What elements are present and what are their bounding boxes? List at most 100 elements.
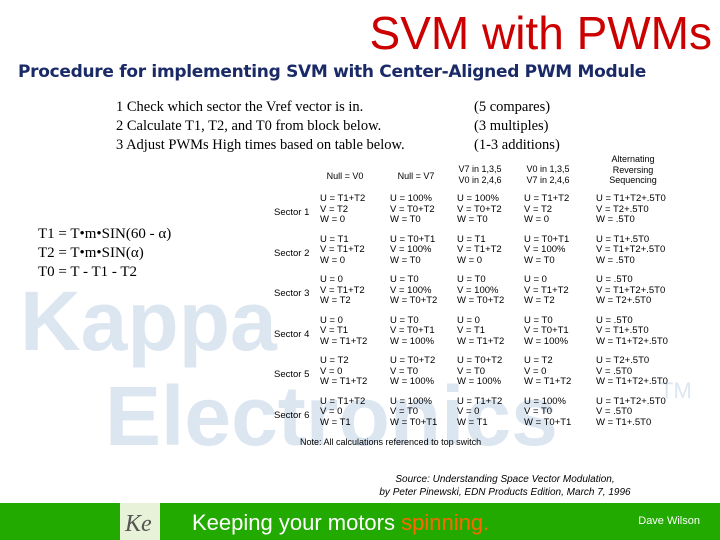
- cell-line: U = .5T0: [596, 314, 633, 326]
- step-notes: (5 compares) (3 multiples) (1-3 addition…: [474, 98, 560, 155]
- table-cell: U = .5T0 V = T1+T2+.5T0 W = T2+.5T0: [596, 274, 666, 307]
- step-number: 3: [116, 137, 124, 153]
- sector-label: Sector 3: [274, 288, 310, 299]
- cell-line: V = .5T0: [596, 365, 633, 377]
- table-cell: U = T1+T2 V = T2 W = 0: [524, 193, 570, 226]
- cell-line: W = T0: [524, 254, 555, 266]
- cell-line: W = T1+T2: [320, 376, 368, 387]
- step-number: 1: [116, 99, 124, 115]
- source-citation: Source: Understanding Space Vector Modul…: [340, 473, 670, 499]
- sector-label: Sector 5: [274, 369, 310, 380]
- watermark-trademark: TM: [660, 378, 692, 403]
- table-cell: U = T0+T1 V = 100% W = T0: [390, 233, 436, 267]
- step-item: 3 Adjust PWMs High times based on table …: [116, 136, 405, 155]
- cell-line: W = T1: [320, 416, 351, 428]
- cell-line: W = 0: [320, 254, 346, 266]
- cell-line: U = 0: [457, 314, 480, 326]
- step-text: Check which sector the Vref vector is in…: [126, 99, 364, 115]
- cell-line: U = 100%: [390, 395, 432, 407]
- table-cell: U = .5T0 V = T1+.5T0 W = T1+T2+.5T0: [596, 314, 668, 348]
- cell-line: V = T1+T2+.5T0: [596, 284, 666, 296]
- cell-line: V = T1+T2: [457, 244, 502, 255]
- table-cell: U = T0+T2 V = T0 W = 100%: [457, 355, 503, 388]
- cell-line: V = T0+T1: [390, 325, 435, 336]
- timing-formulas: T1 = T•m•SIN(60 - α) T2 = T•m•SIN(α) T0 …: [38, 225, 171, 282]
- cell-line: U = T1+T2+.5T0: [596, 193, 666, 204]
- cell-line: U = T1: [457, 233, 486, 245]
- cell-line: V = T0+T2: [390, 203, 435, 215]
- cell-line: V = T0: [390, 406, 419, 417]
- cell-line: W = T0: [457, 214, 488, 225]
- watermark-line1: Kappa: [20, 280, 278, 368]
- cell-line: U = T0+T2: [390, 355, 436, 366]
- kappa-electronics-watermark: Kappa Electronics TM: [20, 280, 692, 460]
- cell-line: U = T0+T1: [390, 233, 436, 245]
- cell-line: V = T2: [320, 203, 349, 215]
- cell-line: W = T2: [524, 295, 555, 306]
- formula-t2: T2 = T•m•SIN(α): [38, 245, 144, 261]
- procedure-steps: 1 Check which sector the Vref vector is …: [116, 98, 405, 155]
- header-line: Reversing: [612, 164, 654, 175]
- footer-author: Dave Wilson: [638, 515, 700, 527]
- table-cell: U = T0 V = T0+T1 W = 100%: [524, 315, 569, 348]
- table-column-header: Alternating Reversing Sequencing: [583, 154, 683, 186]
- cell-line: U = T2: [320, 355, 349, 366]
- cell-line: V = 100%: [390, 284, 432, 296]
- cell-line: W = 0: [457, 254, 483, 266]
- cell-line: V = T1+.5T0: [596, 325, 649, 336]
- ke-logo-text: Ke: [124, 511, 152, 537]
- cell-line: V = 100%: [390, 244, 432, 255]
- cell-line: W = T0+T2: [390, 295, 438, 306]
- sector-label: Sector 1: [274, 207, 310, 218]
- header-line: Null = V7: [397, 171, 435, 181]
- cell-line: U = T1: [320, 233, 349, 245]
- watermark-line2: Electronics: [105, 369, 558, 460]
- step-text: Adjust PWMs High times based on table be…: [126, 137, 405, 153]
- cell-line: U = 0: [320, 314, 343, 326]
- table-cell: U = T0 V = 100% W = T0+T2: [457, 274, 505, 307]
- step-note: (3 multiples): [474, 118, 549, 134]
- cell-line: U = T1+T2: [524, 193, 570, 204]
- footer-tagline: Keeping your motors spinning.: [192, 510, 489, 536]
- table-cell: U = T2+.5T0 V = .5T0 W = T1+T2+.5T0: [596, 355, 668, 388]
- table-column-header: V7 in 1,3,5 V0 in 2,4,6: [430, 164, 530, 185]
- cell-line: U = T0+T2: [457, 355, 503, 366]
- table-cell: U = T0+T2 V = T0 W = 100%: [390, 355, 436, 388]
- cell-line: W = T0+T1: [390, 416, 438, 428]
- step-number: 2: [116, 118, 124, 134]
- cell-line: V = T0+T1: [524, 325, 569, 336]
- header-line: V0 in 2,4,6: [458, 174, 502, 185]
- cell-line: W = T1+T2+.5T0: [596, 376, 668, 387]
- table-cell: U = 100% V = T0 W = T0+T1: [390, 395, 438, 429]
- cell-line: V = T1: [320, 325, 349, 336]
- table-column-header: Null = V0: [295, 171, 395, 182]
- table-cell: U = 100% V = T0 W = T0+T1: [524, 396, 571, 429]
- cell-line: V = T2: [524, 203, 553, 215]
- header-line: V7 in 2,4,6: [526, 174, 570, 185]
- cell-line: W = T1+T2: [524, 376, 572, 387]
- step-text: Calculate T1, T2, and T0 from block belo…: [126, 118, 382, 134]
- cell-line: U = T1+T2: [457, 395, 503, 407]
- cell-line: V = T1+T2: [320, 284, 365, 296]
- header-line: V7 in 1,3,5: [458, 164, 502, 174]
- table-column-header: Null = V7: [366, 171, 466, 182]
- table-cell: U = T1+T2+.5T0 V = .5T0 W = T1+.5T0: [596, 396, 666, 429]
- sector-label: Sector 6: [274, 409, 310, 421]
- cell-line: V = T0: [457, 365, 486, 377]
- ke-logo: Ke: [120, 503, 160, 540]
- source-line: by Peter Pinewski, EDN Products Edition,…: [379, 487, 631, 498]
- cell-line: U = .5T0: [596, 274, 633, 285]
- tagline-accent: spinning.: [401, 510, 490, 535]
- cell-line: W = 100%: [390, 376, 435, 387]
- cell-line: W = 100%: [524, 335, 569, 347]
- cell-line: W = T0+T2: [457, 295, 505, 306]
- cell-line: U = T0: [390, 314, 419, 326]
- table-cell: U = T1 V = T1+T2 W = 0: [320, 233, 365, 267]
- cell-line: W = 100%: [390, 335, 435, 347]
- cell-line: W = .5T0: [596, 214, 635, 225]
- cell-line: W = .5T0: [596, 254, 635, 266]
